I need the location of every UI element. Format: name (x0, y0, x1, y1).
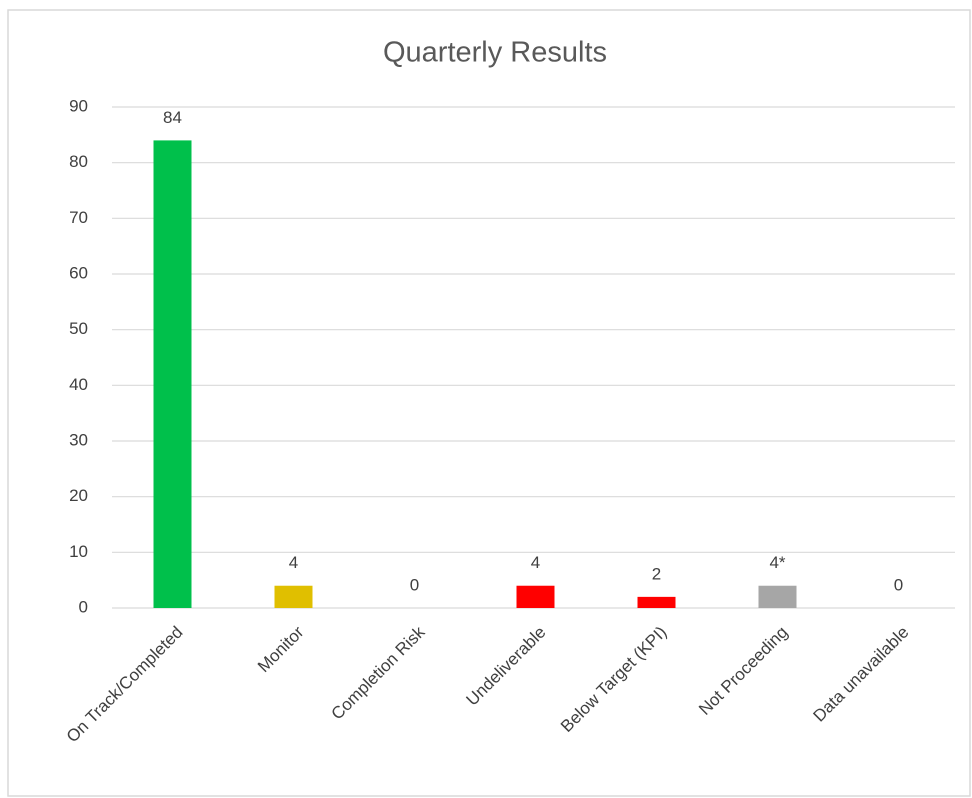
bar (516, 585, 555, 608)
data-label: 84 (163, 108, 182, 127)
y-tick-label: 0 (79, 597, 88, 616)
y-tick-label: 70 (69, 208, 88, 227)
y-tick-label: 10 (69, 542, 88, 561)
y-tick-label: 30 (69, 430, 88, 449)
y-tick-label: 20 (69, 486, 88, 505)
bar (153, 140, 192, 608)
data-label: 2 (652, 564, 661, 583)
bar (758, 585, 797, 608)
y-tick-label: 40 (69, 375, 88, 394)
data-label: 4 (531, 553, 540, 572)
bar (274, 585, 313, 608)
data-label: 4* (769, 553, 785, 572)
data-label: 0 (410, 575, 419, 594)
y-tick-label: 50 (69, 319, 88, 338)
y-tick-label: 90 (69, 96, 88, 115)
data-label: 0 (894, 575, 903, 594)
y-tick-label: 80 (69, 152, 88, 171)
bar (637, 596, 676, 608)
data-label: 4 (289, 553, 298, 572)
chart-title: Quarterly Results (383, 37, 607, 69)
y-tick-label: 60 (69, 263, 88, 282)
